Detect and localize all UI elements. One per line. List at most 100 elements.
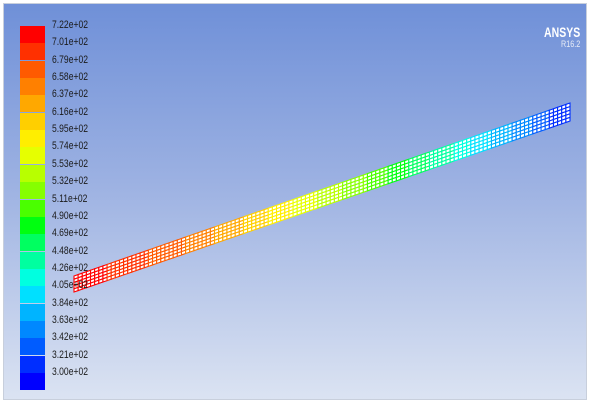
colormap-swatch (20, 182, 45, 200)
mesh-bar (73, 102, 571, 293)
colormap-label: 6.79e+02 (52, 53, 89, 66)
mesh-cell (482, 145, 488, 152)
mesh-cell (172, 252, 178, 259)
mesh-cell (102, 276, 108, 283)
colormap-label: 4.05e+02 (52, 279, 89, 292)
mesh-cell (445, 158, 451, 165)
mesh-cell (478, 146, 484, 154)
mesh-cell (238, 229, 245, 236)
mesh-cell (197, 243, 203, 251)
mesh-cell (242, 228, 249, 235)
colormap-swatch (20, 303, 45, 321)
mesh-cell (313, 203, 319, 211)
colormap-label: 7.22e+02 (52, 19, 89, 31)
mesh-cell (89, 280, 96, 288)
colormap-swatch (20, 60, 45, 78)
mesh-cell (151, 259, 158, 266)
mesh-cell (329, 198, 335, 205)
mesh-contour-plot[interactable] (4, 4, 587, 400)
mesh-cell (267, 219, 273, 226)
mesh-cell (263, 220, 269, 228)
mesh-cell (557, 119, 563, 127)
mesh-cell (565, 116, 571, 124)
mesh-cell (189, 246, 195, 253)
mesh-cell (461, 152, 468, 159)
ansys-logo: ANSYS R16.2 (532, 25, 580, 49)
colormap-label: 4.26e+02 (52, 261, 89, 274)
colormap-label: 3.63e+02 (52, 313, 89, 326)
mesh-cell (428, 163, 435, 171)
mesh-cell (552, 120, 559, 128)
mesh-cell (160, 256, 166, 263)
colormap-swatch (20, 130, 45, 148)
mesh-cell (495, 140, 501, 148)
mesh-cell (540, 125, 546, 132)
mesh-cell (511, 135, 517, 142)
mesh-cell (131, 266, 137, 273)
mesh-cell (325, 199, 331, 206)
mesh-cell (544, 123, 550, 131)
colormap-swatch (20, 43, 45, 61)
mesh-cell (466, 150, 472, 158)
mesh-cell (156, 258, 162, 265)
mesh-cell (317, 202, 323, 209)
mesh-cell (143, 262, 149, 269)
mesh-cell (503, 138, 509, 145)
mesh-cell (561, 118, 567, 125)
mesh-cell (346, 192, 352, 199)
mesh-cell (453, 155, 459, 162)
graphics-viewport[interactable]: 7.22e+02 7.01e+02 6.79e+02 6.58e+02 6.37e+02… (3, 3, 587, 400)
mesh-cell (437, 160, 443, 168)
colormap-label: 3.21e+02 (52, 348, 89, 361)
colormap-swatch (20, 26, 45, 43)
mesh-cell (470, 149, 476, 156)
mesh-cell (94, 279, 100, 286)
colormap-label: 4.69e+02 (52, 227, 89, 240)
mesh-cell (350, 190, 356, 198)
mesh-cell (139, 263, 145, 270)
mesh-cell (433, 162, 439, 169)
mesh-cell (114, 272, 121, 279)
mesh-cell (354, 189, 360, 196)
mesh-cell (399, 173, 406, 181)
colormap-label: 5.32e+02 (52, 175, 89, 188)
mesh-cell (106, 275, 112, 282)
mesh-cell (474, 148, 480, 155)
colormap-label: 3.42e+02 (52, 331, 89, 344)
colormap-swatch (20, 164, 45, 182)
colormap-label: 5.95e+02 (52, 123, 89, 136)
mesh-cell (259, 222, 265, 229)
mesh-cell (296, 209, 302, 216)
mesh-cell (387, 178, 393, 185)
mesh-cell (123, 269, 129, 276)
mesh-cell (404, 172, 410, 179)
mesh-cell (201, 242, 207, 249)
mesh-cell (176, 250, 183, 258)
colormap-swatch (20, 234, 45, 252)
mesh-cell (251, 225, 257, 232)
mesh-cell (507, 136, 513, 144)
colormap-swatch (20, 373, 45, 390)
mesh-cell (98, 278, 104, 285)
mesh-cell (391, 176, 397, 184)
mesh-cell (255, 223, 261, 231)
mesh-cell (218, 236, 224, 243)
colormap-label: 6.16e+02 (52, 105, 89, 118)
mesh-cell (412, 169, 418, 176)
mesh-cell (222, 235, 228, 242)
colormap-swatch (20, 112, 45, 130)
mesh-cell (275, 216, 282, 223)
mesh-cell (300, 208, 307, 215)
mesh-cell (304, 206, 311, 213)
mesh-cell (284, 213, 290, 221)
mesh-cell (118, 270, 125, 278)
colormap-label: 4.90e+02 (52, 209, 89, 222)
logo-name: ANSYS (543, 24, 580, 40)
colormap-swatch (20, 268, 45, 286)
mesh-cell (424, 165, 431, 172)
mesh-cell (247, 226, 253, 233)
colormap-swatch (20, 216, 45, 234)
mesh-cell (449, 156, 455, 164)
mesh-cell (333, 196, 340, 203)
mesh-cell (234, 230, 240, 238)
